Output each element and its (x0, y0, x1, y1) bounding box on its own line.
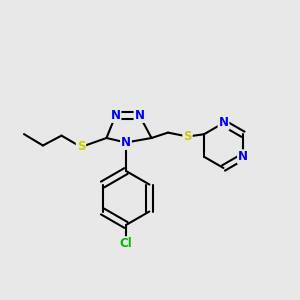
Text: S: S (77, 140, 85, 154)
Text: N: N (238, 150, 248, 163)
Text: N: N (121, 136, 131, 149)
Text: Cl: Cl (120, 237, 132, 250)
Text: N: N (134, 109, 145, 122)
Text: S: S (183, 130, 192, 143)
Text: N: N (218, 116, 229, 130)
Text: N: N (110, 109, 121, 122)
